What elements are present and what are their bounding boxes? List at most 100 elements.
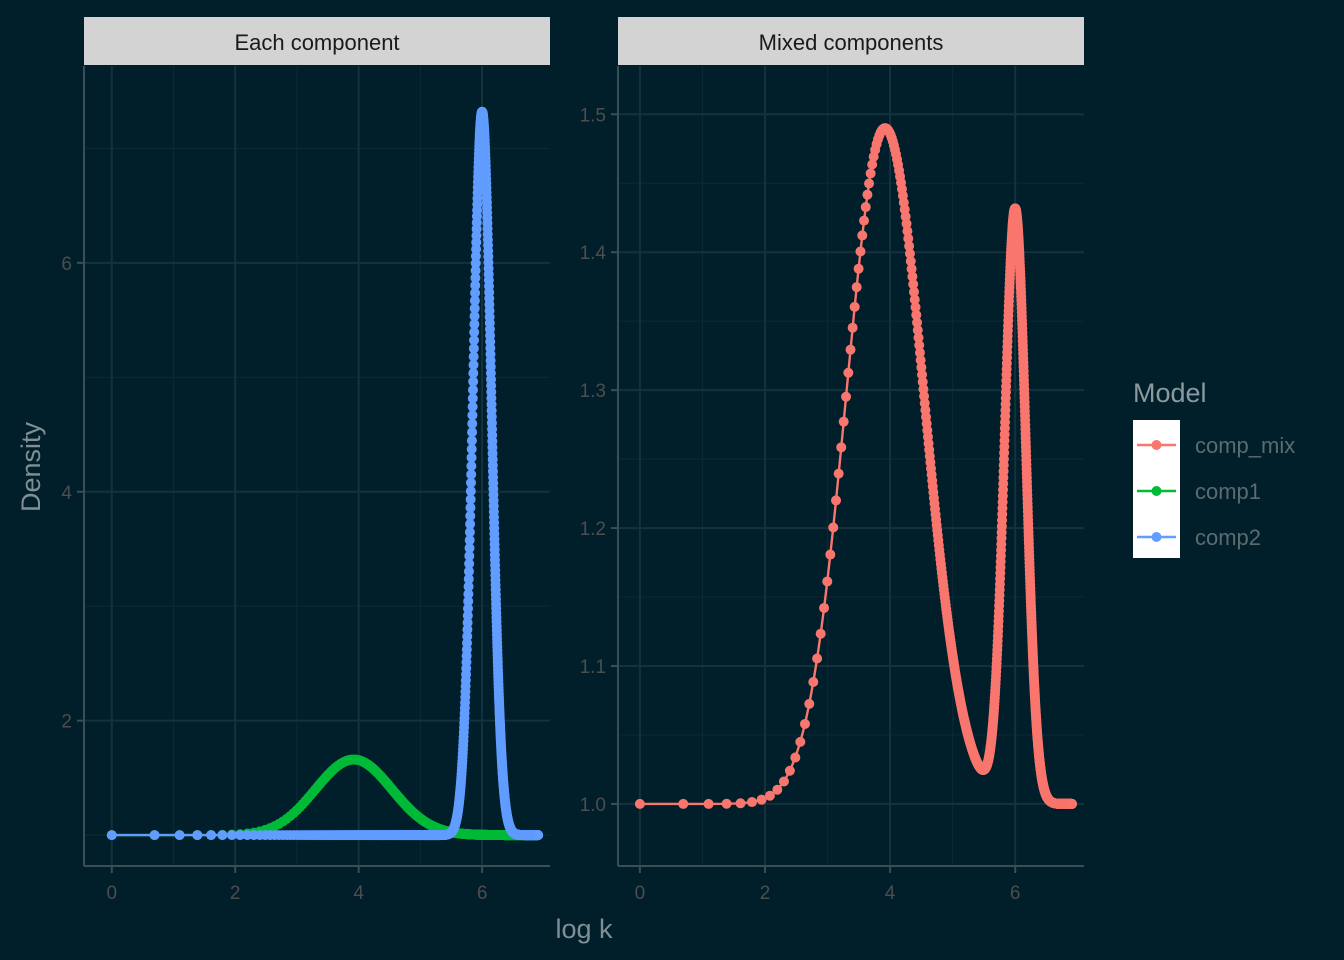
data-point-comp_mix	[795, 736, 806, 747]
data-point-comp2	[468, 368, 479, 379]
data-point-comp2	[192, 830, 203, 841]
panel-2-x-tick-label: 2	[760, 883, 771, 904]
data-point-comp2	[466, 477, 476, 488]
legend-label-comp1: comp1	[1195, 479, 1261, 504]
data-point-comp2	[465, 486, 476, 497]
data-point-comp_mix	[703, 798, 714, 809]
data-point-comp_mix	[911, 309, 922, 320]
data-point-comp_mix	[914, 340, 925, 351]
data-point-comp_mix	[865, 168, 876, 179]
data-point-comp_mix	[778, 776, 789, 787]
panel-1-x-tick-label: 2	[230, 883, 241, 904]
data-point-comp_mix	[859, 215, 870, 226]
data-point-comp_mix	[756, 794, 767, 805]
panel-1-y-tick-label: 6	[61, 254, 72, 275]
legend-label-comp_mix: comp_mix	[1195, 433, 1295, 458]
data-point-comp_mix	[1066, 798, 1077, 809]
data-point-comp2	[470, 251, 481, 262]
data-point-comp2	[468, 376, 479, 387]
legend: Model comp_mix comp1 comp2	[1133, 378, 1295, 558]
data-point-comp2	[206, 830, 217, 841]
panel-2-y-tick-label: 1.0	[580, 795, 606, 816]
data-point-comp2	[217, 830, 228, 841]
data-point-comp_mix	[906, 263, 917, 274]
data-point-comp2	[465, 502, 476, 513]
data-point-comp2	[470, 280, 481, 291]
data-point-comp2	[463, 566, 474, 577]
data-point-comp2	[467, 410, 478, 421]
data-point-comp_mix	[905, 256, 916, 267]
data-point-comp2	[465, 519, 476, 530]
panel-1-x-tick-label: 6	[477, 883, 488, 904]
panel-each-component: Each component 0 2 4 6 2 4 6	[61, 17, 550, 904]
data-point-comp2	[469, 303, 480, 314]
data-point-comp2	[465, 494, 476, 505]
data-point-comp2	[469, 319, 480, 330]
data-point-comp_mix	[808, 676, 819, 687]
data-point-comp_mix	[860, 202, 871, 213]
data-point-comp_mix	[851, 282, 862, 293]
data-point-comp_mix	[903, 233, 914, 244]
data-point-comp2	[174, 830, 185, 841]
panel-2-x-tick-label: 0	[635, 883, 646, 904]
data-point-comp2	[533, 830, 544, 841]
data-point-comp2	[467, 401, 478, 412]
legend-key-point-comp2	[1151, 532, 1162, 542]
data-point-comp2	[463, 603, 473, 614]
data-point-comp_mix	[914, 347, 925, 358]
data-point-comp2	[469, 311, 480, 322]
data-point-comp_mix	[843, 367, 854, 378]
data-point-comp_mix	[915, 355, 926, 366]
data-point-comp_mix	[857, 230, 868, 241]
series-panel-2	[634, 123, 1077, 809]
data-point-comp_mix	[838, 416, 849, 427]
data-point-comp_mix	[916, 362, 927, 373]
data-point-comp_mix	[847, 322, 858, 333]
data-point-comp_mix	[815, 628, 826, 639]
axes-panel-2: 0 2 4 6 1.0 1.1 1.2 1.3 1.4 1.5	[580, 66, 1084, 904]
strip-label-each-component: Each component	[234, 30, 399, 55]
data-point-comp_mix	[908, 286, 919, 297]
data-point-comp2	[464, 550, 475, 561]
data-point-comp2	[466, 452, 477, 463]
data-point-comp_mix	[831, 495, 842, 506]
data-point-comp2	[468, 351, 479, 362]
data-point-comp_mix	[904, 248, 915, 259]
data-point-comp_mix	[833, 468, 844, 479]
data-point-comp_mix	[862, 189, 873, 200]
data-point-comp_mix	[790, 752, 801, 763]
data-point-comp2	[464, 535, 475, 546]
data-point-comp2	[463, 574, 474, 585]
data-point-comp_mix	[678, 798, 689, 809]
data-point-comp2	[468, 343, 479, 354]
panel-2-x-tick-label: 4	[885, 883, 896, 904]
data-point-comp2	[466, 461, 477, 471]
data-point-comp2	[462, 617, 473, 628]
data-point-comp2	[226, 830, 237, 841]
panel-2-y-tick-label: 1.5	[580, 105, 606, 126]
strip-each-component	[84, 17, 550, 65]
strip-mixed-components	[618, 17, 1084, 65]
panel-1-x-tick-label: 4	[353, 883, 364, 904]
data-point-comp_mix	[819, 602, 830, 613]
axes-panel-1: 0 2 4 6 2 4 6	[61, 66, 550, 904]
data-point-comp2	[463, 581, 474, 592]
data-point-comp2	[464, 543, 475, 554]
data-point-comp2	[464, 558, 475, 569]
data-point-comp2	[149, 830, 160, 841]
data-point-comp_mix	[907, 271, 918, 282]
data-point-comp2	[467, 384, 478, 395]
data-point-comp_mix	[764, 790, 775, 801]
data-point-comp_mix	[853, 263, 864, 274]
data-point-comp2	[470, 287, 481, 298]
data-point-comp2	[467, 393, 478, 404]
legend-key-point-comp_mix	[1151, 440, 1162, 450]
data-point-comp_mix	[836, 442, 847, 453]
data-point-comp_mix	[746, 797, 757, 808]
data-point-comp_mix	[735, 798, 746, 809]
data-point-comp2	[464, 527, 475, 538]
panel-2-y-tick-label: 1.3	[580, 381, 606, 402]
data-point-comp_mix	[913, 332, 924, 343]
